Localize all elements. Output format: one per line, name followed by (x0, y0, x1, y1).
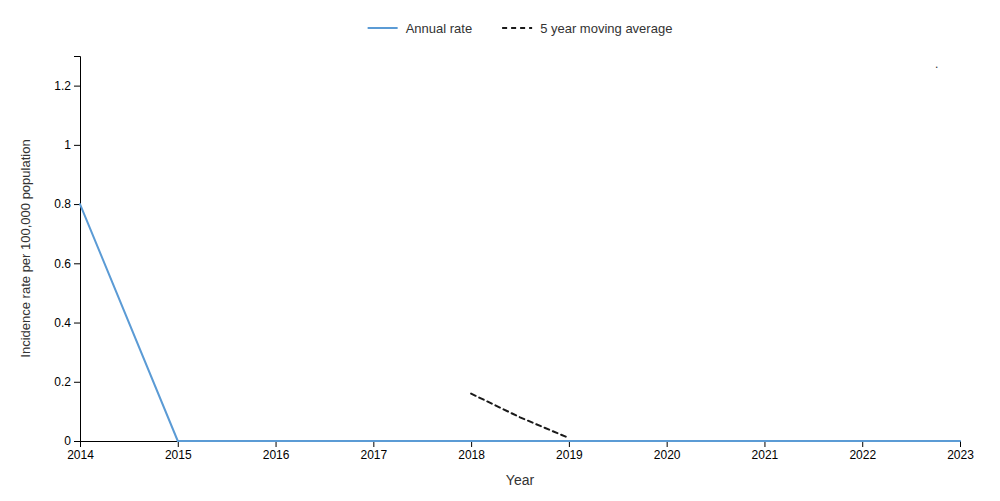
legend-item: 5 year moving average (502, 21, 672, 36)
tick: 0.8 (54, 197, 80, 211)
tick-mark (74, 263, 80, 264)
plot: 2014 2015 2016 2017 2018 2019 2020 2021 2022 2023… (18, 57, 974, 489)
axis-line (74, 57, 81, 442)
tick-label: 0.6 (54, 257, 71, 271)
legend-item: Annual rate (368, 21, 473, 36)
tick-label: 2017 (360, 448, 387, 462)
y-axis-title: Incidence rate per 100,000 population (18, 139, 33, 357)
tick-label: 2016 (263, 448, 290, 462)
tick: 0.4 (54, 316, 80, 330)
legend-swatch (368, 27, 398, 29)
annotation: . (935, 57, 938, 71)
x-axis: 2014 2015 2016 2017 2018 2019 2020 2021 2022 2023 (67, 441, 974, 462)
tick: 0 (64, 434, 80, 448)
tick-mark (74, 86, 80, 87)
legend-label: Annual rate (406, 21, 473, 36)
tick-mark (74, 323, 80, 324)
tick: 1.2 (54, 79, 80, 93)
tick-label: 1 (64, 138, 71, 152)
tick: 1 (64, 138, 80, 152)
tick-label: 2022 (849, 448, 876, 462)
tick-mark (74, 382, 80, 383)
chart: 2014 2015 2016 2017 2018 2019 2020 2021 2022 2023… (0, 0, 1000, 501)
tick: 0.6 (54, 257, 80, 271)
tick: 2019 (556, 441, 583, 462)
y-axis: 0 0.2 0.4 0.6 0.8 1 1.2 (54, 57, 80, 449)
tick-label: 2021 (752, 448, 779, 462)
legend-label: 5 year moving average (540, 21, 672, 36)
series-line (80, 204, 960, 441)
tick-label: 0.8 (54, 197, 71, 211)
tick: 2018 (458, 441, 485, 462)
series-group (80, 204, 960, 441)
tick-label: 2019 (556, 448, 583, 462)
series-line (471, 394, 569, 438)
tick-label: 1.2 (54, 79, 71, 93)
axis-line (81, 442, 961, 448)
tick-label: 2015 (165, 448, 192, 462)
tick: 2014 (67, 441, 94, 462)
tick-label: 0 (64, 434, 71, 448)
tick-label: 0.2 (54, 375, 71, 389)
tick: 0.2 (54, 375, 80, 389)
tick-label: 2020 (654, 448, 681, 462)
tick-label: 2023 (947, 448, 974, 462)
tick: 2023 (947, 441, 974, 462)
tick: 2016 (263, 441, 290, 462)
legend: Annual rate 5 year moving average (368, 21, 673, 36)
tick-label: 2018 (458, 448, 485, 462)
tick: 2021 (752, 441, 779, 462)
tick: 2017 (360, 441, 387, 462)
tick-mark (74, 441, 80, 442)
tick-mark (74, 145, 80, 146)
tick-label: 0.4 (54, 316, 71, 330)
tick: 2022 (849, 441, 876, 462)
tick-label: 2014 (67, 448, 94, 462)
x-axis-title: Year (506, 472, 535, 488)
tick: 2015 (165, 441, 192, 462)
tick: 2020 (654, 441, 681, 462)
legend-swatch (502, 27, 532, 29)
